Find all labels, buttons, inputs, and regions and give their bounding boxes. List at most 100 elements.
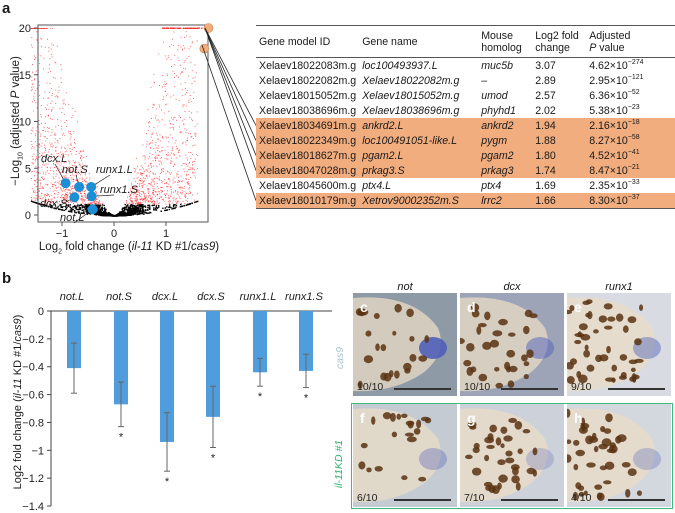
volcano-point xyxy=(144,199,146,201)
volcano-point xyxy=(47,194,49,196)
volcano-point xyxy=(149,211,151,214)
pigment-cell xyxy=(511,475,520,484)
volcano-point xyxy=(35,130,37,132)
cell-log2fc: 2.89 xyxy=(535,75,556,87)
volcano-point xyxy=(55,185,57,187)
volcano-point xyxy=(84,204,86,206)
volcano-point xyxy=(54,185,56,187)
scale-bar xyxy=(394,388,451,390)
table-row: Xelaev18034691m.g ankrd2.L ankrd2 1.94 2.16×… xyxy=(256,118,675,133)
volcano-point xyxy=(52,184,53,185)
volcano-point xyxy=(40,37,42,39)
volcano-point xyxy=(160,171,162,173)
volcano-point xyxy=(60,184,62,186)
volcano-point xyxy=(159,173,161,174)
volcano-point xyxy=(158,188,160,190)
volcano-point xyxy=(66,169,68,171)
image-panel-f: f 6/10 xyxy=(353,404,457,507)
volcano-point xyxy=(171,152,172,154)
volcano-point xyxy=(149,207,151,209)
volcano-point xyxy=(57,181,59,183)
volcano-point xyxy=(136,203,138,205)
volcano-point xyxy=(161,187,163,189)
volcano-point xyxy=(177,57,179,59)
volcano-point xyxy=(31,46,33,48)
volcano-point xyxy=(177,171,179,173)
volcano-point xyxy=(109,213,111,215)
volcano-point xyxy=(144,196,146,198)
cell-gene-name: loc100491051-like.L xyxy=(359,133,479,148)
volcano-point xyxy=(152,103,154,105)
volcano-point xyxy=(180,203,182,206)
volcano-point xyxy=(44,200,45,202)
volcano-point xyxy=(135,199,137,201)
image-panel-g: g 7/10 xyxy=(460,404,564,507)
volcano-point xyxy=(92,201,94,203)
volcano-point xyxy=(181,203,183,205)
volcano-point xyxy=(43,195,45,197)
volcano-point xyxy=(48,172,50,174)
pigment-cell xyxy=(420,416,430,422)
volcano-point xyxy=(138,189,140,191)
volcano-point xyxy=(65,207,68,210)
volcano-point xyxy=(192,41,194,43)
pigment-cell xyxy=(585,313,591,318)
volcano-point xyxy=(35,194,37,196)
volcano-point xyxy=(84,207,86,209)
volcano-point xyxy=(47,115,49,117)
volcano-point xyxy=(154,195,156,197)
volcano-point xyxy=(45,200,47,202)
stain-signal xyxy=(419,448,447,470)
volcano-point xyxy=(63,197,65,199)
volcano-point xyxy=(170,123,172,125)
volcano-point xyxy=(184,60,186,62)
header-text: Adjusted xyxy=(589,30,631,42)
volcano-point xyxy=(59,204,61,206)
volcano-point xyxy=(33,191,35,193)
volcano-point xyxy=(80,198,82,200)
volcano-point xyxy=(80,212,82,214)
volcano-point xyxy=(187,198,189,200)
volcano-point xyxy=(57,96,59,97)
volcano-point xyxy=(105,208,107,211)
volcano-point xyxy=(60,205,62,208)
volcano-point xyxy=(190,152,192,153)
volcano-point xyxy=(55,150,57,152)
volcano-point xyxy=(173,86,175,88)
pigment-cell xyxy=(489,424,498,433)
volcano-point xyxy=(198,27,200,29)
ylabel-part: −Log xyxy=(10,159,22,186)
volcano-point xyxy=(182,187,183,189)
volcano-point xyxy=(70,134,72,136)
volcano-point xyxy=(49,83,51,84)
volcano-point xyxy=(142,192,144,193)
volcano-point xyxy=(95,202,97,204)
volcano-point xyxy=(168,172,170,174)
pigment-cell xyxy=(495,437,502,446)
volcano-point xyxy=(97,201,99,203)
volcano-point xyxy=(190,61,192,63)
volcano-point xyxy=(180,117,181,118)
volcano-point xyxy=(86,177,88,179)
bar-ylabel-part: Log2 fold change ( xyxy=(12,398,24,490)
volcano-point xyxy=(53,184,55,186)
volcano-point xyxy=(53,197,55,199)
pigment-cell xyxy=(567,408,571,418)
volcano-point xyxy=(182,143,184,145)
volcano-point xyxy=(71,211,73,213)
volcano-point xyxy=(57,207,59,209)
volcano-highlight-dcx-S xyxy=(69,192,80,203)
volcano-point xyxy=(66,203,68,205)
volcano-point xyxy=(52,44,54,46)
volcano-point xyxy=(138,211,141,214)
volcano-point xyxy=(167,158,169,160)
volcano-point xyxy=(187,90,189,92)
pigment-cell xyxy=(383,372,392,382)
volcano-point xyxy=(193,27,195,29)
volcano-point xyxy=(83,157,85,159)
volcano-point xyxy=(83,199,85,200)
volcano-point xyxy=(193,169,195,171)
volcano-point xyxy=(170,44,172,46)
volcano-point xyxy=(185,192,187,194)
volcano-point xyxy=(131,197,133,199)
